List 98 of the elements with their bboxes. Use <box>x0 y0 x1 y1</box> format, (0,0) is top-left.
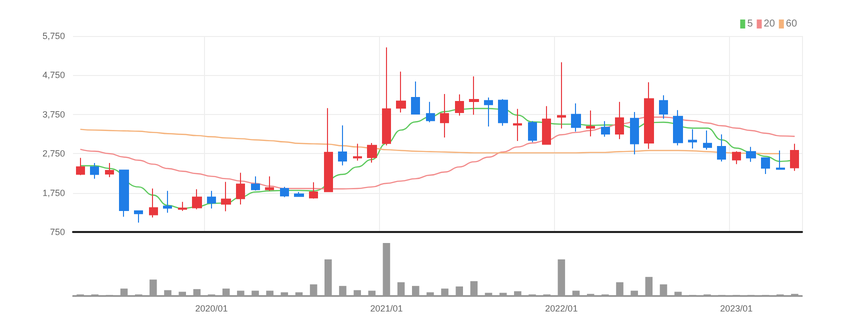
y-tick-label: 4,750 <box>42 70 65 80</box>
candlestick <box>571 102 581 132</box>
x-tick-label: 2022/01 <box>545 304 578 314</box>
bar <box>120 288 128 296</box>
bar <box>295 292 303 296</box>
candlestick <box>353 143 362 162</box>
bar <box>397 282 405 296</box>
candlestick <box>90 162 99 180</box>
x-tick-label: 2023/01 <box>720 304 753 314</box>
bar <box>499 292 507 296</box>
bar <box>645 276 653 296</box>
bar <box>616 282 624 296</box>
bar <box>280 292 288 296</box>
candlestick <box>732 150 741 165</box>
candlestick <box>265 176 274 192</box>
bar <box>484 292 492 296</box>
candlestick <box>455 94 464 116</box>
legend-label: 5 <box>747 18 754 30</box>
x-tick-label: 2020/01 <box>195 304 228 314</box>
candlestick <box>776 150 785 170</box>
y-tick-label: 2,750 <box>42 148 65 159</box>
candlestick <box>105 162 114 178</box>
bar <box>252 290 259 296</box>
y-tick-label: 750 <box>50 227 65 237</box>
candlestick <box>761 157 770 174</box>
bar <box>324 259 332 296</box>
candlestick <box>251 176 260 191</box>
candlestick <box>659 94 668 120</box>
y-tick-label: 5,750 <box>42 31 65 41</box>
candlestick <box>703 130 712 150</box>
bar <box>514 291 522 296</box>
bar <box>441 288 448 296</box>
bar <box>237 290 244 296</box>
candlestick <box>192 188 202 210</box>
candlestick <box>790 143 799 172</box>
bar <box>339 286 346 296</box>
candlestick <box>280 186 289 198</box>
candlestick <box>484 97 493 128</box>
bar <box>368 290 376 296</box>
candlestick <box>586 110 595 137</box>
bar <box>412 286 420 296</box>
candlestick <box>338 124 347 166</box>
bar <box>630 290 638 296</box>
candlestick <box>528 120 537 143</box>
candlestick <box>134 210 143 224</box>
bar <box>426 292 434 296</box>
candlestick <box>644 82 654 150</box>
candlestick <box>76 157 85 176</box>
candlestick <box>542 106 551 145</box>
candlestick <box>498 98 508 126</box>
candlestick <box>630 112 639 155</box>
candlestick <box>673 110 683 146</box>
candlestick <box>396 71 406 113</box>
candlestick <box>615 101 624 140</box>
candlestick <box>163 190 172 214</box>
bar <box>310 284 318 296</box>
bar <box>660 284 668 296</box>
candlestick <box>411 80 420 115</box>
bar <box>456 286 464 296</box>
candlestick <box>382 46 391 146</box>
candlestick <box>426 101 435 123</box>
candlestick <box>149 188 158 218</box>
candlestick <box>221 181 231 212</box>
bar <box>178 292 186 296</box>
bar <box>382 243 390 296</box>
y-tick-label: 3,750 <box>42 109 65 120</box>
candlestick <box>236 172 245 206</box>
line-series <box>80 116 796 190</box>
bar <box>222 288 230 296</box>
candlestick <box>469 76 479 116</box>
candlestick <box>119 170 129 218</box>
y-tick-label: 1,750 <box>42 188 65 198</box>
bar <box>674 292 682 296</box>
bar <box>164 290 172 296</box>
candlestick <box>207 190 216 209</box>
candlestick <box>178 201 187 212</box>
candlestick <box>513 108 522 142</box>
candlestick <box>440 94 449 138</box>
line-series <box>80 128 781 154</box>
candlestick <box>688 128 697 150</box>
bar <box>470 281 478 296</box>
bar <box>354 290 361 296</box>
candlestick <box>324 108 333 193</box>
candlestick <box>746 146 756 162</box>
candlestick <box>294 192 304 198</box>
bar <box>266 290 274 296</box>
candlestick <box>309 182 318 200</box>
bar <box>150 280 157 296</box>
candlestick <box>557 62 566 130</box>
x-tick-label: 2021/01 <box>370 304 403 314</box>
legend-label: 60 <box>786 18 798 30</box>
legend-label: 20 <box>764 18 776 30</box>
candlestick <box>717 134 726 162</box>
bar <box>572 290 580 296</box>
bar <box>558 259 566 296</box>
candlestick <box>367 142 377 164</box>
bar <box>193 289 201 296</box>
candlestick <box>601 120 610 138</box>
